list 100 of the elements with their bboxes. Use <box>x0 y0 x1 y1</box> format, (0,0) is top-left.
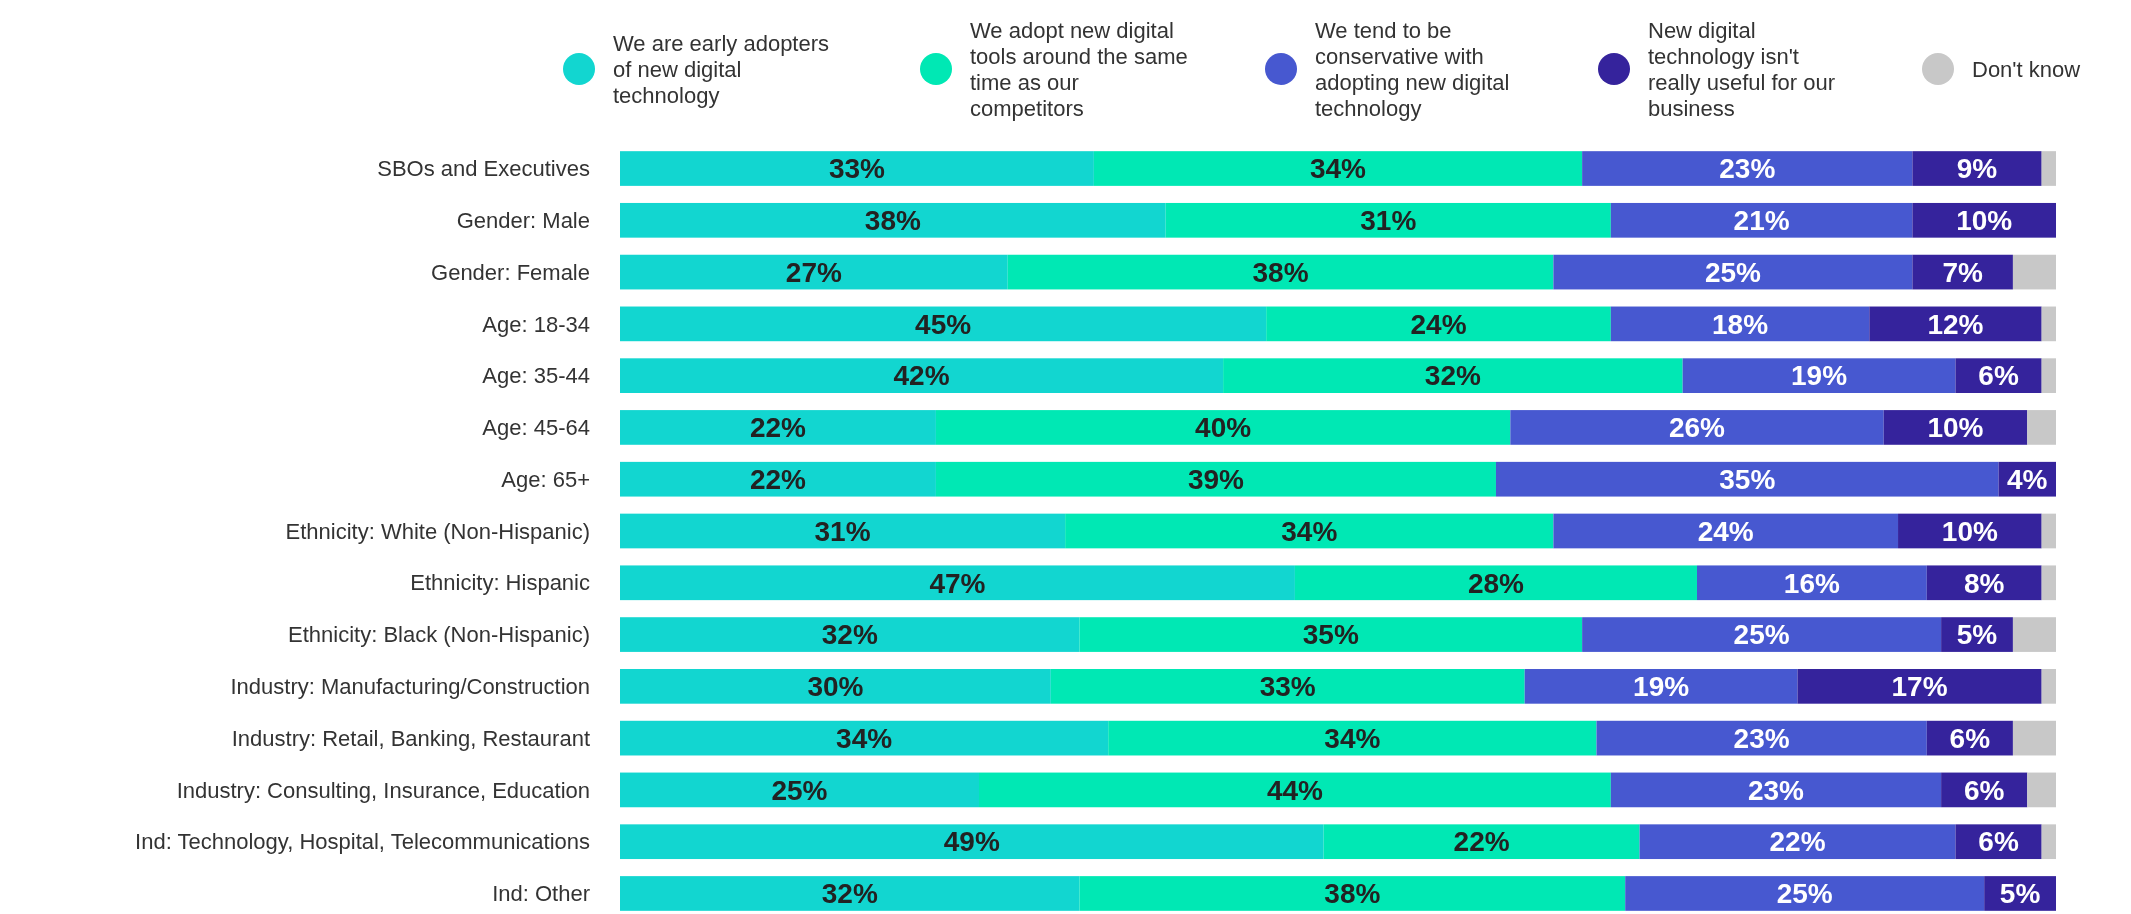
data-label: 12% <box>1927 308 1984 340</box>
data-label: 34% <box>1324 722 1381 754</box>
data-label: 31% <box>814 515 871 547</box>
bar <box>2012 617 2056 652</box>
bar <box>1223 358 1683 393</box>
data-label: 28% <box>1467 567 1525 599</box>
y-tick-label: Ethnicity: Hispanic <box>410 570 590 596</box>
bar <box>2041 358 2056 393</box>
legend-label: New digital technology isn't really useful for our business <box>1648 17 1836 121</box>
y-tick-label: Age: 18-34 <box>482 311 590 337</box>
data-label: 49% <box>943 826 1000 858</box>
bar <box>2027 410 2056 445</box>
data-label: 26% <box>1668 412 1726 444</box>
bar <box>1610 202 1913 238</box>
data-label: 9% <box>1956 153 1998 185</box>
data-label: 6% <box>1963 774 2005 806</box>
bar <box>2012 254 2056 290</box>
data-label: 47% <box>929 567 986 599</box>
data-label: 23% <box>1719 153 1776 185</box>
y-tick-label: Ethnicity: Black (Non-Hispanic) <box>288 622 590 648</box>
bar <box>620 617 1080 652</box>
data-label: 10% <box>1941 515 1998 547</box>
bar <box>620 306 1267 342</box>
legend-label: We adopt new digital tools around the same time as our competitors <box>970 17 1188 121</box>
bar <box>1639 824 1956 860</box>
data-label: 5% <box>1956 619 1998 651</box>
bar <box>1079 876 1626 911</box>
data-label: 6% <box>1978 826 2019 858</box>
y-tick-label: Age: 65+ <box>501 466 590 492</box>
y-tick-label: SBOs and Executives <box>377 156 590 182</box>
bar <box>620 254 1008 290</box>
bar <box>2041 565 2056 601</box>
y-tick-label: Ind: Other <box>492 881 590 907</box>
y-tick-label: Age: 35-44 <box>482 363 590 389</box>
bar <box>620 410 936 445</box>
bar <box>1582 617 1942 652</box>
data-label: 8% <box>1963 567 2005 599</box>
bar <box>1510 410 1884 445</box>
data-label: 22% <box>1453 826 1510 858</box>
data-label: 34% <box>1309 153 1367 185</box>
bar <box>1495 461 1999 497</box>
bar <box>620 202 1166 238</box>
bar <box>1165 202 1611 238</box>
data-label: 23% <box>1747 774 1805 806</box>
legend-label: We are early adopters of new digital technology <box>613 30 830 108</box>
bar <box>620 513 1066 549</box>
data-label: 32% <box>1424 360 1481 392</box>
bar <box>1797 669 2042 704</box>
data-label: 27% <box>785 256 842 288</box>
data-label: 44% <box>1266 774 1324 806</box>
data-label: 39% <box>1187 464 1245 496</box>
bar <box>620 772 979 808</box>
bar <box>1697 565 1927 601</box>
legend-label: We tend to be conservative with adopting new digital technology <box>1315 17 1510 121</box>
data-label: 25% <box>1776 878 1833 910</box>
bar <box>1266 306 1611 342</box>
bar <box>1323 824 1640 860</box>
bar <box>1553 254 1913 290</box>
bar <box>1007 254 1554 290</box>
data-label: 22% <box>749 412 807 444</box>
data-label: 42% <box>893 360 950 392</box>
bar <box>2041 513 2056 549</box>
data-label: 32% <box>821 878 878 910</box>
bar <box>1050 669 1525 704</box>
data-label: 45% <box>915 308 972 340</box>
bar <box>1610 772 1942 808</box>
bar <box>1582 151 1913 186</box>
bar <box>620 565 1295 601</box>
data-label: 33% <box>828 153 886 185</box>
bar <box>1524 669 1798 704</box>
data-label: 10% <box>1927 412 1984 444</box>
y-tick-label: Age: 45-64 <box>482 415 590 441</box>
data-label: 31% <box>1360 205 1417 237</box>
data-label: 25% <box>1733 619 1790 651</box>
data-label: 35% <box>1719 464 1776 496</box>
data-label: 22% <box>749 464 807 496</box>
bar <box>620 151 1094 186</box>
data-label: 35% <box>1302 619 1359 651</box>
data-label: 38% <box>864 205 921 237</box>
data-label: 4% <box>2007 464 2048 496</box>
data-label: 34% <box>836 722 893 754</box>
bar <box>2041 824 2056 860</box>
data-label: 19% <box>1633 671 1690 703</box>
y-tick-label: Gender: Male <box>456 208 590 234</box>
data-label: 30% <box>807 671 864 703</box>
y-tick-label: Industry: Consulting, Insurance, Education <box>176 777 590 803</box>
bar <box>2041 151 2056 186</box>
data-label: 6% <box>1949 722 1991 754</box>
data-label: 25% <box>771 774 828 806</box>
bar <box>979 772 1611 808</box>
bar <box>1912 151 2042 186</box>
bar <box>1065 513 1554 549</box>
bar <box>620 876 1080 911</box>
bar <box>1294 565 1697 601</box>
data-label: 24% <box>1697 515 1754 547</box>
data-label: 40% <box>1195 412 1252 444</box>
data-label: 5% <box>1999 878 2041 910</box>
y-tick-label: Ind: Technology, Hospital, Telecommunications <box>135 829 590 855</box>
bar <box>935 410 1511 445</box>
data-label: 21% <box>1733 205 1790 237</box>
